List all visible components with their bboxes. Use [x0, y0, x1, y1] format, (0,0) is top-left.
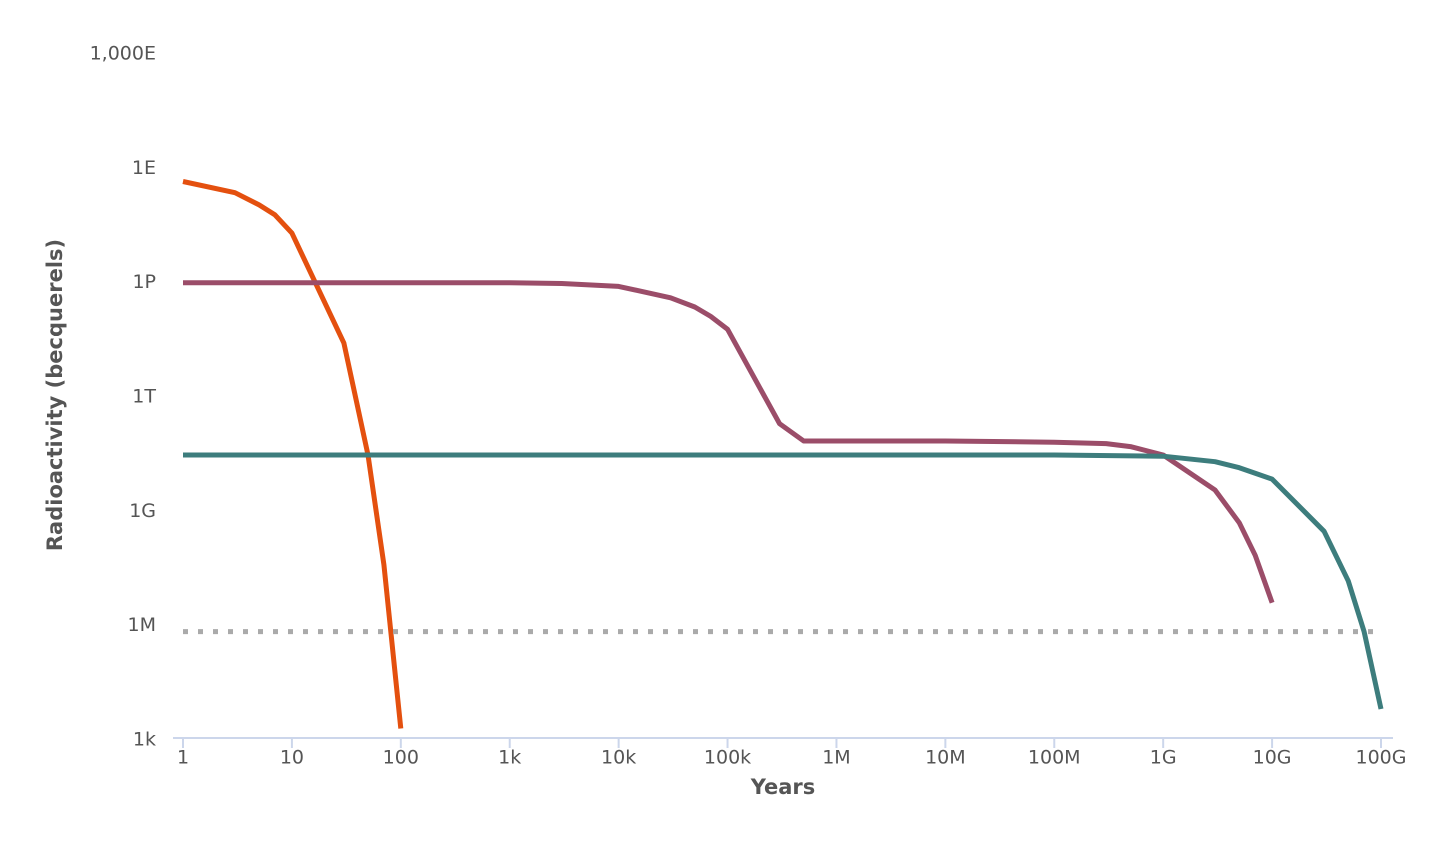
x-tick-label: 1	[177, 747, 189, 769]
x-tick-label: 100G	[1356, 747, 1407, 769]
series-line	[183, 280, 1275, 604]
y-tick-label: 1E	[132, 157, 156, 179]
x-tick-label: 1G	[1150, 747, 1177, 769]
x-tick-label: 1k	[498, 747, 521, 769]
series-line	[183, 452, 1384, 710]
y-tick-label: 1G	[129, 500, 156, 522]
y-tick-label: 1P	[132, 271, 156, 293]
y-tick-label: 1M	[128, 614, 156, 636]
x-tick-label: 100	[383, 747, 419, 769]
y-tick-label: 1k	[133, 729, 156, 751]
series-line	[182, 179, 404, 729]
x-tick-label: 100k	[704, 747, 751, 769]
x-tick-label: 10	[280, 747, 304, 769]
x-tick-label: 10k	[601, 747, 636, 769]
y-axis-title: Radioactivity (becquerels)	[43, 239, 67, 551]
x-tick-label: 1M	[822, 747, 850, 769]
x-tick-label: 10M	[925, 747, 966, 769]
x-axis-title: Years	[750, 775, 816, 799]
y-tick-label: 1T	[132, 386, 156, 408]
x-tick-label: 100M	[1028, 747, 1081, 769]
x-tick-label: 10G	[1253, 747, 1292, 769]
y-tick-label: 1,000E	[90, 43, 156, 65]
